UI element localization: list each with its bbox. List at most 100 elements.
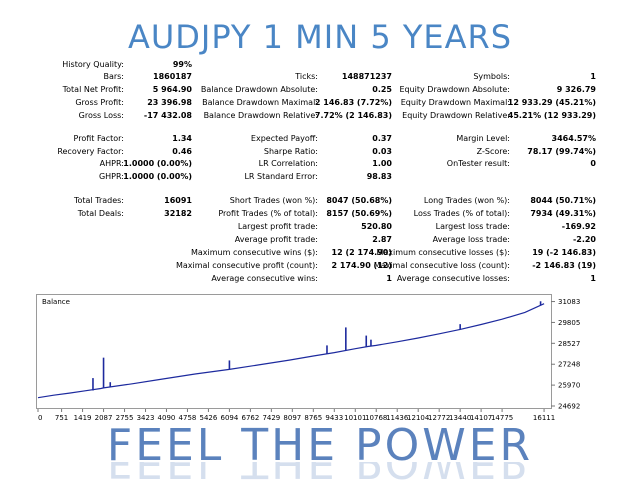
avg-consec-losses-label: Average consecutive losses: bbox=[396, 274, 510, 283]
gross-profit-value: 23 396.98 bbox=[147, 98, 192, 107]
ticks-value: 148871237 bbox=[341, 72, 392, 81]
total-deals-value: 32182 bbox=[164, 209, 192, 218]
total-deals-label: Total Deals: bbox=[77, 209, 124, 218]
y-tick-label: 24692 bbox=[558, 403, 580, 411]
total-net-profit-value: 5 964.90 bbox=[152, 85, 192, 94]
y-tick-label: 25970 bbox=[558, 382, 580, 390]
sharpe-ratio-value: 0.03 bbox=[372, 147, 392, 156]
equity-dd-rel-label: Equity Drawdown Relative: bbox=[402, 111, 510, 120]
profit-trades-value: 8157 (50.69%) bbox=[326, 209, 392, 218]
lr-correlation-value: 1.00 bbox=[372, 159, 392, 168]
ghpr-label: GHPR: bbox=[98, 172, 124, 181]
equity-dd-abs-value: 9 326.79 bbox=[556, 85, 596, 94]
average-loss-value: -2.20 bbox=[572, 235, 596, 244]
largest-profit-value: 520.80 bbox=[361, 222, 392, 231]
short-trades-label: Short Trades (won %): bbox=[229, 196, 318, 205]
lr-std-error-label: LR Standard Error: bbox=[244, 172, 318, 181]
largest-profit-label: Largest profit trade: bbox=[237, 222, 318, 231]
chart-title: Balance bbox=[42, 298, 70, 306]
x-tick-label: 12772 bbox=[428, 414, 450, 422]
sharpe-ratio-label: Sharpe Ratio: bbox=[263, 147, 318, 156]
margin-level-value: 3464.57% bbox=[551, 134, 596, 143]
x-tick-label: 14107 bbox=[470, 414, 492, 422]
ghpr-value: 1.0000 (0.00%) bbox=[123, 172, 192, 181]
x-tick-label: 9433 bbox=[325, 414, 343, 422]
y-tick-label: 28527 bbox=[558, 340, 580, 348]
maximal-consec-profit-label: Maximal consecutive profit (count): bbox=[175, 261, 318, 270]
x-tick-label: 10101 bbox=[344, 414, 366, 422]
y-tick-label: 27248 bbox=[558, 361, 580, 369]
x-tick-label: 5426 bbox=[200, 414, 218, 422]
gross-loss-label: Gross Loss: bbox=[78, 111, 124, 120]
lr-correlation-label: LR Correlation: bbox=[258, 159, 318, 168]
symbols-label: Symbols: bbox=[473, 72, 510, 81]
recovery-factor-label: Recovery Factor: bbox=[57, 147, 124, 156]
avg-consec-wins-label: Average consecutive wins: bbox=[211, 274, 318, 283]
y-tick-label: 31083 bbox=[558, 298, 580, 306]
balance-chart-svg: Balance 31083 29805 28527 27248 25970 24692 0… bbox=[36, 294, 580, 422]
slogan-text: FEEL THE POWER bbox=[106, 420, 534, 471]
x-tick-label: 12104 bbox=[407, 414, 430, 422]
report-title: AUDJPY 1 MIN 5 YEARS bbox=[127, 18, 513, 56]
x-tick-label: 7429 bbox=[262, 414, 280, 422]
y-tick-label: 29805 bbox=[558, 319, 580, 327]
x-tick-label: 4090 bbox=[158, 414, 176, 422]
average-profit-label: Average profit trade: bbox=[234, 235, 318, 244]
plot-frame bbox=[36, 294, 552, 409]
maximal-consec-loss-value: -2 146.83 (19) bbox=[532, 261, 596, 270]
max-consec-losses-value: 19 (-2 146.83) bbox=[532, 248, 596, 257]
x-tick-label: 13440 bbox=[449, 414, 471, 422]
long-trades-value: 8044 (50.71%) bbox=[530, 196, 596, 205]
average-loss-label: Average loss trade: bbox=[432, 235, 510, 244]
largest-loss-label: Largest loss trade: bbox=[435, 222, 510, 231]
history-quality-value: 99% bbox=[172, 60, 192, 69]
recovery-factor-value: 0.46 bbox=[172, 147, 192, 156]
profit-factor-label: Profit Factor: bbox=[73, 134, 124, 143]
x-tick-label: 2087 bbox=[95, 414, 113, 422]
maximal-consec-loss-label: Maximal consecutive loss (count): bbox=[373, 261, 510, 270]
balance-dd-max-label: Balance Drawdown Maximal: bbox=[202, 98, 318, 107]
lr-std-error-value: 98.83 bbox=[366, 172, 392, 181]
max-consec-wins-label: Maximum consecutive wins ($): bbox=[190, 248, 318, 257]
balance-dd-rel-value: 7.72% (2 146.83) bbox=[314, 111, 392, 120]
total-trades-label: Total Trades: bbox=[74, 196, 124, 205]
max-consec-losses-label: Maximum consecutive losses ($): bbox=[376, 248, 510, 257]
balance-dd-max-value: 2 146.83 (7.72%) bbox=[314, 98, 392, 107]
average-profit-value: 2.87 bbox=[372, 235, 392, 244]
bars-value: 1860187 bbox=[153, 72, 192, 81]
x-tick-label: 10768 bbox=[365, 414, 387, 422]
x-tick-label: 751 bbox=[55, 414, 68, 422]
ahpr-value: 1.0000 (0.00%) bbox=[123, 159, 192, 168]
balance-dd-abs-label: Balance Drawdown Absolute: bbox=[200, 85, 318, 94]
history-quality-label: History Quality: bbox=[62, 60, 124, 69]
symbols-value: 1 bbox=[590, 72, 596, 81]
x-tick-label: 8765 bbox=[304, 414, 322, 422]
total-net-profit-label: Total Net Profit: bbox=[62, 85, 124, 94]
balance-dd-rel-label: Balance Drawdown Relative: bbox=[203, 111, 318, 120]
long-trades-label: Long Trades (won %): bbox=[423, 196, 510, 205]
x-tick-label: 3423 bbox=[137, 414, 155, 422]
x-tick-label: 8097 bbox=[283, 414, 301, 422]
margin-level-label: Margin Level: bbox=[456, 134, 510, 143]
balance-dd-abs-value: 0.25 bbox=[372, 85, 392, 94]
ahpr-label: AHPR: bbox=[99, 159, 124, 168]
ontester-result-label: OnTester result: bbox=[446, 159, 510, 168]
equity-dd-max-value: 12 933.29 (45.21%) bbox=[507, 98, 596, 107]
x-tick-label: 2755 bbox=[116, 414, 134, 422]
x-tick-label: 0 bbox=[38, 414, 42, 422]
profit-factor-value: 1.34 bbox=[172, 134, 192, 143]
maximal-consec-profit-value: 2 174.90 (12) bbox=[331, 261, 392, 270]
equity-dd-rel-value: 45.21% (12 933.29) bbox=[507, 111, 596, 120]
balance-series-line bbox=[37, 303, 545, 399]
loss-trades-label: Loss Trades (% of total): bbox=[413, 209, 510, 218]
x-tick-label: 11436 bbox=[386, 414, 409, 422]
loss-trades-value: 7934 (49.31%) bbox=[530, 209, 596, 218]
expected-payoff-label: Expected Payoff: bbox=[250, 134, 318, 143]
gross-loss-value: -17 432.08 bbox=[143, 111, 192, 120]
total-trades-value: 16091 bbox=[164, 196, 192, 205]
x-tick-label: 6762 bbox=[241, 414, 259, 422]
x-tick-label: 1419 bbox=[74, 414, 92, 422]
max-consec-wins-value: 12 (2 174.90) bbox=[331, 248, 392, 257]
x-tick-label: 6094 bbox=[221, 414, 239, 422]
equity-dd-max-label: Equity Drawdown Maximal: bbox=[400, 98, 510, 107]
